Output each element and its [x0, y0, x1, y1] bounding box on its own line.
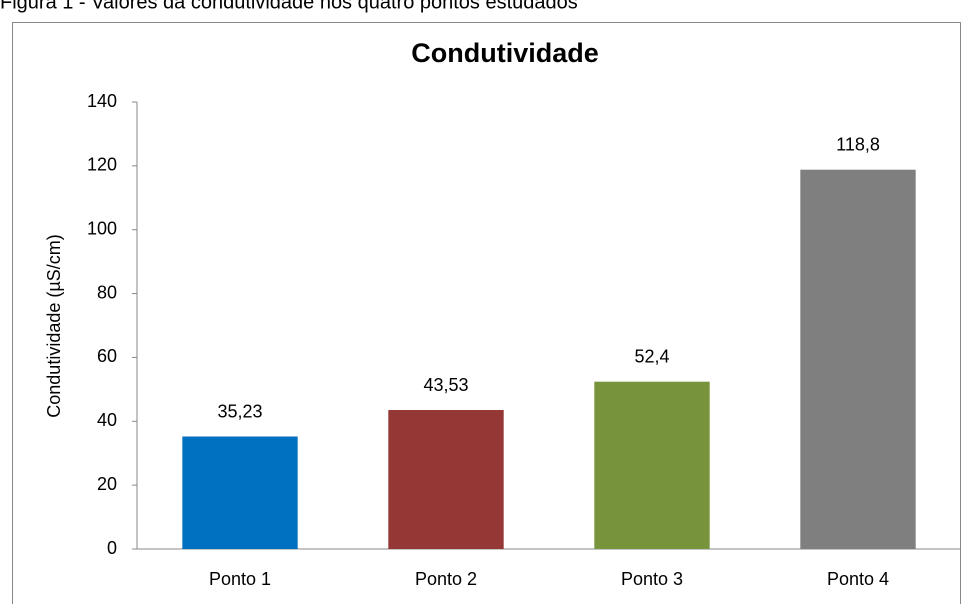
bar: [182, 436, 298, 549]
y-tick-label: 60: [97, 346, 117, 366]
value-label: 35,23: [217, 401, 262, 421]
y-tick-label: 140: [87, 91, 117, 111]
x-tick-label: Ponto 3: [621, 569, 683, 589]
y-tick-label: 80: [97, 282, 117, 302]
caption: Figura 1 - Valores da condutividade nos …: [0, 0, 578, 13]
y-tick-label: 0: [107, 538, 117, 558]
y-tick-label: 120: [87, 155, 117, 175]
bar: [388, 410, 504, 549]
y-tick-label: 20: [97, 474, 117, 494]
x-tick-label: Ponto 1: [209, 569, 271, 589]
x-tick-label: Ponto 2: [415, 569, 477, 589]
y-axis-label: Condutividade (µS/cm): [44, 234, 64, 417]
bar: [800, 169, 916, 549]
bar: [594, 381, 710, 549]
value-label: 43,53: [423, 375, 468, 395]
value-label: 52,4: [634, 346, 669, 366]
y-tick-label: 100: [87, 218, 117, 238]
y-tick-label: 40: [97, 410, 117, 430]
x-tick-label: Ponto 4: [827, 569, 889, 589]
chart-title: Condutividade: [411, 38, 599, 68]
value-label: 118,8: [836, 134, 880, 154]
